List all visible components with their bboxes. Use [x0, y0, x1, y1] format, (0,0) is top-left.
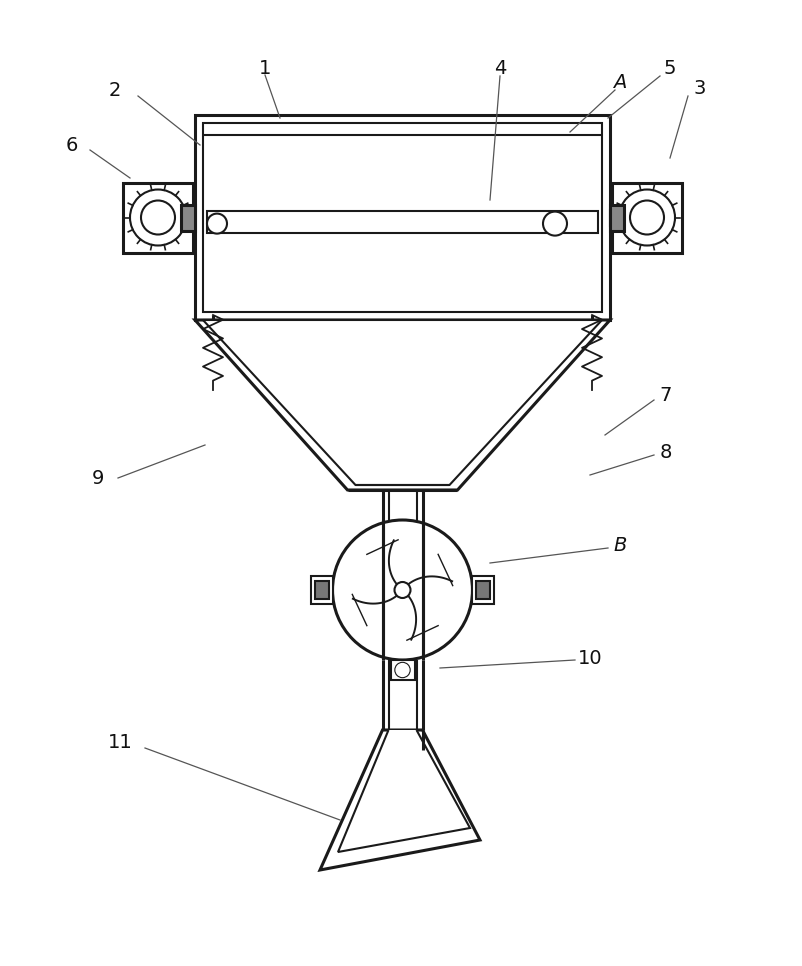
Text: A: A [614, 72, 626, 92]
Bar [472, 576, 495, 604]
Circle shape [333, 520, 472, 660]
Circle shape [630, 201, 664, 235]
Circle shape [395, 663, 410, 678]
Text: 7: 7 [660, 385, 672, 405]
Bar [123, 183, 193, 252]
Text: 9: 9 [91, 469, 104, 488]
Circle shape [619, 189, 675, 245]
Circle shape [395, 582, 411, 598]
Polygon shape [203, 320, 602, 485]
Circle shape [207, 213, 227, 234]
Text: 1: 1 [259, 59, 271, 77]
Bar [181, 205, 195, 231]
Circle shape [543, 212, 567, 236]
Bar [193, 210, 195, 225]
Bar [391, 660, 415, 680]
Bar [314, 581, 329, 599]
Text: 3: 3 [694, 78, 707, 98]
Text: 4: 4 [494, 59, 506, 77]
Circle shape [141, 201, 175, 235]
Bar [476, 581, 491, 599]
Bar [207, 211, 598, 233]
Polygon shape [195, 320, 610, 490]
Circle shape [130, 189, 186, 245]
Text: 11: 11 [107, 732, 132, 752]
Bar [612, 183, 682, 252]
Bar [203, 123, 602, 312]
Bar [610, 205, 624, 231]
Text: 6: 6 [66, 135, 78, 155]
Bar [610, 210, 612, 225]
Text: 2: 2 [109, 80, 121, 99]
Text: B: B [614, 535, 626, 554]
Text: 5: 5 [664, 59, 676, 77]
Text: 10: 10 [577, 648, 602, 668]
Polygon shape [320, 730, 480, 870]
Bar [195, 115, 610, 320]
Bar [310, 576, 333, 604]
Text: 8: 8 [660, 442, 672, 462]
Polygon shape [338, 730, 470, 852]
